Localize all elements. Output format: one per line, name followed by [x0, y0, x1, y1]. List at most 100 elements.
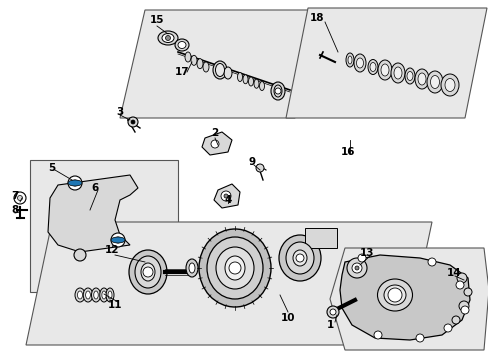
- Ellipse shape: [259, 81, 264, 90]
- Ellipse shape: [213, 61, 226, 79]
- Circle shape: [387, 288, 401, 302]
- Circle shape: [357, 254, 365, 262]
- Ellipse shape: [440, 74, 458, 96]
- Circle shape: [455, 281, 463, 289]
- Circle shape: [142, 267, 153, 277]
- Ellipse shape: [380, 64, 388, 76]
- Bar: [305, 228, 336, 248]
- Ellipse shape: [444, 78, 454, 91]
- Text: 2: 2: [211, 128, 218, 138]
- Ellipse shape: [292, 250, 306, 266]
- Circle shape: [458, 301, 468, 311]
- Ellipse shape: [129, 250, 167, 294]
- Ellipse shape: [429, 76, 439, 89]
- Text: 9: 9: [248, 157, 255, 167]
- Circle shape: [326, 306, 338, 318]
- Circle shape: [228, 262, 241, 274]
- Ellipse shape: [377, 60, 391, 80]
- Ellipse shape: [178, 41, 185, 49]
- Ellipse shape: [285, 242, 313, 274]
- Ellipse shape: [248, 77, 253, 86]
- Ellipse shape: [85, 291, 90, 299]
- Text: 8: 8: [11, 205, 19, 215]
- Polygon shape: [285, 8, 486, 118]
- Bar: [30, 160, 178, 292]
- Ellipse shape: [184, 52, 191, 62]
- Ellipse shape: [406, 72, 412, 81]
- Ellipse shape: [162, 33, 174, 42]
- Ellipse shape: [377, 279, 412, 311]
- Ellipse shape: [417, 73, 425, 85]
- Ellipse shape: [91, 288, 101, 302]
- Ellipse shape: [68, 180, 82, 186]
- Circle shape: [256, 164, 264, 172]
- Circle shape: [443, 324, 451, 332]
- Ellipse shape: [390, 63, 404, 83]
- Text: 3: 3: [116, 107, 123, 117]
- Circle shape: [224, 194, 227, 198]
- Circle shape: [72, 180, 78, 186]
- Polygon shape: [26, 222, 431, 345]
- Text: 10: 10: [280, 313, 295, 323]
- Circle shape: [165, 36, 170, 41]
- Ellipse shape: [191, 55, 197, 65]
- Ellipse shape: [216, 247, 253, 289]
- Circle shape: [210, 140, 219, 148]
- Polygon shape: [214, 184, 240, 208]
- Text: 4: 4: [224, 195, 231, 205]
- Ellipse shape: [75, 288, 85, 302]
- Ellipse shape: [279, 235, 320, 281]
- Ellipse shape: [414, 69, 428, 89]
- Ellipse shape: [273, 85, 282, 97]
- Ellipse shape: [253, 79, 259, 88]
- Circle shape: [427, 258, 435, 266]
- Polygon shape: [329, 248, 488, 350]
- Polygon shape: [339, 255, 469, 340]
- Ellipse shape: [185, 259, 198, 277]
- Circle shape: [456, 273, 466, 283]
- Circle shape: [460, 306, 468, 314]
- Ellipse shape: [111, 237, 125, 243]
- Ellipse shape: [383, 285, 405, 305]
- Ellipse shape: [175, 39, 189, 51]
- Ellipse shape: [189, 263, 195, 273]
- Circle shape: [346, 258, 366, 278]
- Ellipse shape: [353, 54, 365, 72]
- Circle shape: [295, 254, 304, 262]
- Ellipse shape: [367, 59, 377, 75]
- Ellipse shape: [94, 291, 98, 299]
- Ellipse shape: [347, 56, 351, 64]
- Circle shape: [74, 249, 86, 261]
- Ellipse shape: [197, 59, 203, 69]
- Ellipse shape: [426, 71, 442, 93]
- Ellipse shape: [102, 291, 106, 299]
- Ellipse shape: [224, 67, 231, 79]
- Text: 17: 17: [174, 67, 189, 77]
- Text: 13: 13: [359, 248, 373, 258]
- Text: 14: 14: [446, 268, 460, 278]
- Circle shape: [351, 263, 361, 273]
- Ellipse shape: [270, 82, 285, 100]
- Circle shape: [131, 120, 135, 124]
- Circle shape: [451, 316, 459, 324]
- Ellipse shape: [356, 58, 363, 68]
- Circle shape: [354, 266, 358, 270]
- Ellipse shape: [199, 229, 270, 307]
- Text: 1: 1: [325, 320, 333, 330]
- Ellipse shape: [100, 288, 108, 302]
- Text: 5: 5: [48, 163, 56, 173]
- Ellipse shape: [108, 291, 112, 299]
- Ellipse shape: [135, 256, 161, 288]
- Circle shape: [373, 331, 381, 339]
- Polygon shape: [120, 10, 319, 118]
- Ellipse shape: [141, 263, 155, 281]
- Circle shape: [274, 88, 281, 94]
- Polygon shape: [48, 175, 138, 252]
- Ellipse shape: [203, 62, 208, 72]
- Circle shape: [415, 334, 423, 342]
- Ellipse shape: [393, 67, 401, 79]
- Text: 18: 18: [309, 13, 324, 23]
- Ellipse shape: [346, 53, 353, 67]
- Circle shape: [329, 309, 335, 315]
- Ellipse shape: [158, 31, 178, 45]
